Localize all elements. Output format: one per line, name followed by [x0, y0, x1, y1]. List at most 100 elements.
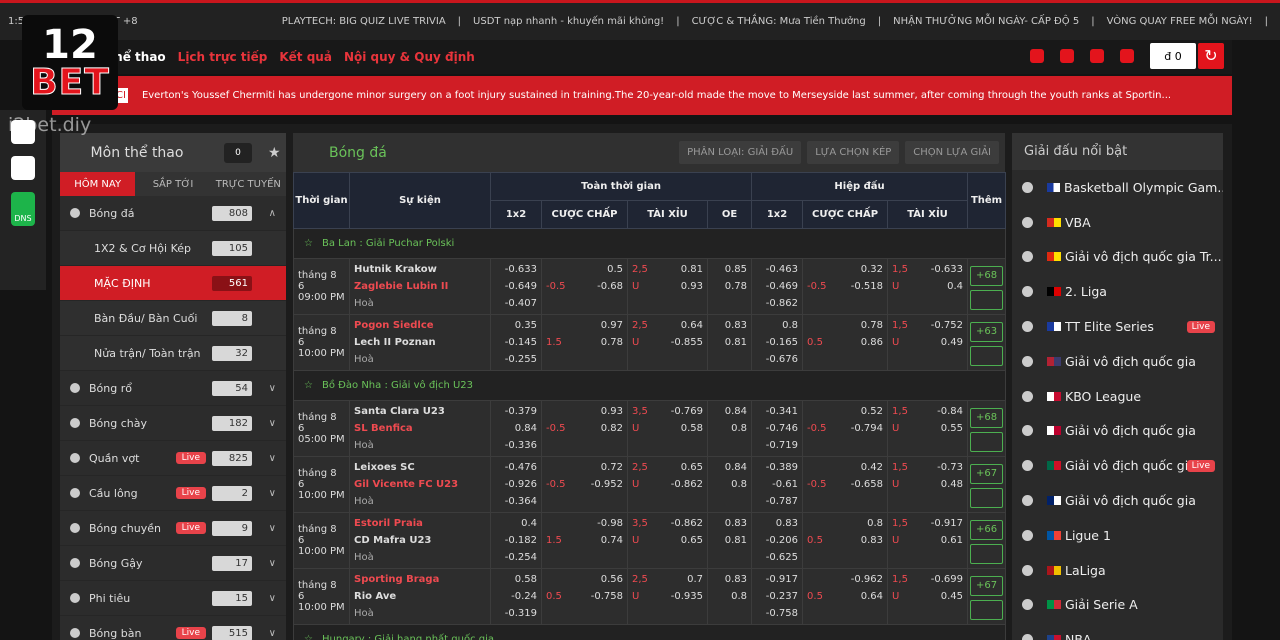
- odds[interactable]: -0.407: [504, 298, 537, 309]
- nav-link[interactable]: Thể thao: [106, 50, 166, 64]
- odds[interactable]: 0.83: [724, 320, 748, 331]
- odds[interactable]: -0.962: [850, 574, 884, 585]
- icon[interactable]: [11, 120, 35, 144]
- sport-item[interactable]: Bóng rổ 54 ∨: [60, 371, 286, 406]
- league-item[interactable]: LaLiga: [1012, 553, 1223, 588]
- odds[interactable]: 0.83: [724, 574, 748, 585]
- odds[interactable]: -0.752: [930, 320, 964, 331]
- odds[interactable]: 0.78: [600, 337, 623, 348]
- nav-link[interactable]: Kết quả: [279, 50, 332, 64]
- odds[interactable]: 0.83: [860, 535, 884, 546]
- odds[interactable]: -0.469: [765, 281, 799, 292]
- odds[interactable]: -0.61: [772, 479, 799, 490]
- odds[interactable]: -0.699: [930, 574, 964, 585]
- stats-button[interactable]: [970, 289, 1004, 310]
- odds[interactable]: -0.758: [590, 591, 623, 602]
- odds[interactable]: -0.917: [765, 574, 799, 585]
- league-item[interactable]: NBA: [1012, 622, 1223, 640]
- odds[interactable]: -0.364: [504, 496, 537, 507]
- odds[interactable]: -0.862: [670, 479, 703, 490]
- odds[interactable]: -0.769: [670, 406, 703, 417]
- league-item[interactable]: Giải vô địch quốc gia Tr...: [1012, 240, 1223, 275]
- more-button[interactable]: +68: [970, 407, 1004, 428]
- odds[interactable]: -0.855: [670, 337, 703, 348]
- odds[interactable]: 0.74: [600, 535, 623, 546]
- odds[interactable]: -0.84: [937, 406, 964, 417]
- odds[interactable]: 0.65: [680, 462, 703, 473]
- league-item[interactable]: 2. Liga: [1012, 274, 1223, 309]
- sub-item[interactable]: Nửa trận/ Toàn trận 32: [60, 336, 286, 371]
- sport-item[interactable]: Bóng chày 182 ∨: [60, 406, 286, 441]
- ticker-item[interactable]: VÒNG QUAY FREE MỖI NGÀY!: [1107, 16, 1268, 27]
- odds[interactable]: -0.633: [504, 264, 537, 275]
- sport-item[interactable]: Bóng đá 808 ∧: [60, 196, 286, 231]
- league-item[interactable]: Giải vô địch quốc gia: [1012, 344, 1223, 379]
- odds[interactable]: 0.64: [860, 591, 884, 602]
- odds[interactable]: -0.463: [765, 264, 799, 275]
- more-button[interactable]: +67: [970, 575, 1004, 596]
- home-team[interactable]: Estoril Praia: [354, 518, 423, 529]
- odds[interactable]: -0.758: [765, 608, 799, 619]
- odds[interactable]: -0.341: [765, 406, 799, 417]
- sport-item[interactable]: Quần vợt Live 825 ∨: [60, 441, 286, 476]
- odds[interactable]: 0.8: [867, 518, 884, 529]
- away-team[interactable]: CD Mafra U23: [354, 535, 432, 546]
- odds[interactable]: -0.633: [930, 264, 964, 275]
- tab[interactable]: HÔM NAY: [60, 172, 136, 196]
- odds[interactable]: 0.45: [940, 591, 964, 602]
- odds[interactable]: -0.676: [765, 354, 799, 365]
- odds[interactable]: -0.68: [597, 281, 623, 292]
- sport-item[interactable]: Cầu lông Live 2 ∨: [60, 476, 286, 511]
- star[interactable]: ★: [268, 144, 281, 161]
- nav-link[interactable]: Nội quy & Quy định: [343, 50, 475, 64]
- sport-item[interactable]: Bóng chuyền Live 9 ∨: [60, 511, 286, 546]
- more-button[interactable]: +67: [970, 463, 1004, 484]
- odds[interactable]: -0.917: [930, 518, 964, 529]
- icon[interactable]: [1120, 49, 1134, 63]
- odds[interactable]: 0.84: [724, 462, 748, 473]
- stats-button[interactable]: [970, 599, 1004, 620]
- ticker-item[interactable]: USDT nạp nhanh - khuyến mãi khủng!: [473, 16, 680, 27]
- odds[interactable]: -0.389: [765, 462, 799, 473]
- icon[interactable]: [11, 156, 35, 180]
- refresh-button[interactable]: ↻: [1198, 43, 1224, 69]
- odds[interactable]: 0.83: [775, 518, 799, 529]
- stats-button[interactable]: [970, 431, 1004, 452]
- odds[interactable]: -0.73: [937, 462, 964, 473]
- filter-button[interactable]: LỰA CHỌN KÉP: [807, 141, 900, 164]
- odds[interactable]: -0.518: [850, 281, 884, 292]
- odds[interactable]: 0.5: [607, 264, 623, 275]
- odds[interactable]: 0.82: [600, 423, 623, 434]
- odds[interactable]: 0.83: [724, 518, 748, 529]
- odds[interactable]: -0.254: [504, 552, 537, 563]
- odds[interactable]: -0.24: [511, 591, 537, 602]
- odds[interactable]: 0.61: [940, 535, 964, 546]
- away-team[interactable]: Gil Vicente FC U23: [354, 479, 459, 490]
- sport-item[interactable]: Bóng bàn Live 515 ∨: [60, 616, 286, 640]
- nav-link[interactable]: Lịch trực tiếp: [177, 50, 268, 64]
- odds[interactable]: -0.746: [765, 423, 799, 434]
- stats-button[interactable]: [970, 543, 1004, 564]
- icon[interactable]: [1090, 49, 1104, 63]
- odds[interactable]: 0.58: [680, 423, 703, 434]
- odds[interactable]: 0.48: [940, 479, 964, 490]
- odds[interactable]: -0.379: [504, 406, 537, 417]
- league-item[interactable]: VBA: [1012, 205, 1223, 240]
- tab[interactable]: TRỰC TUYẾN: [215, 178, 281, 190]
- filter-button[interactable]: CHỌN LỰA GIẢI: [905, 141, 999, 164]
- odds[interactable]: -0.98: [597, 518, 623, 529]
- odds[interactable]: 0.8: [731, 423, 748, 434]
- league-item[interactable]: Ligue 1: [1012, 518, 1223, 553]
- odds[interactable]: 0.72: [600, 462, 623, 473]
- odds[interactable]: 0.4: [521, 518, 537, 529]
- odds[interactable]: 0.93: [680, 281, 703, 292]
- odds[interactable]: -0.165: [765, 337, 799, 348]
- league-item[interactable]: TT Elite Series Live: [1012, 309, 1223, 344]
- odds[interactable]: -0.935: [670, 591, 703, 602]
- tab[interactable]: SẮP TỚI: [152, 178, 194, 190]
- odds[interactable]: 0.42: [860, 462, 884, 473]
- odds[interactable]: 0.64: [680, 320, 703, 331]
- odds[interactable]: 0.93: [600, 406, 623, 417]
- home-team[interactable]: Sporting Braga: [354, 574, 440, 585]
- odds[interactable]: -0.658: [850, 479, 884, 490]
